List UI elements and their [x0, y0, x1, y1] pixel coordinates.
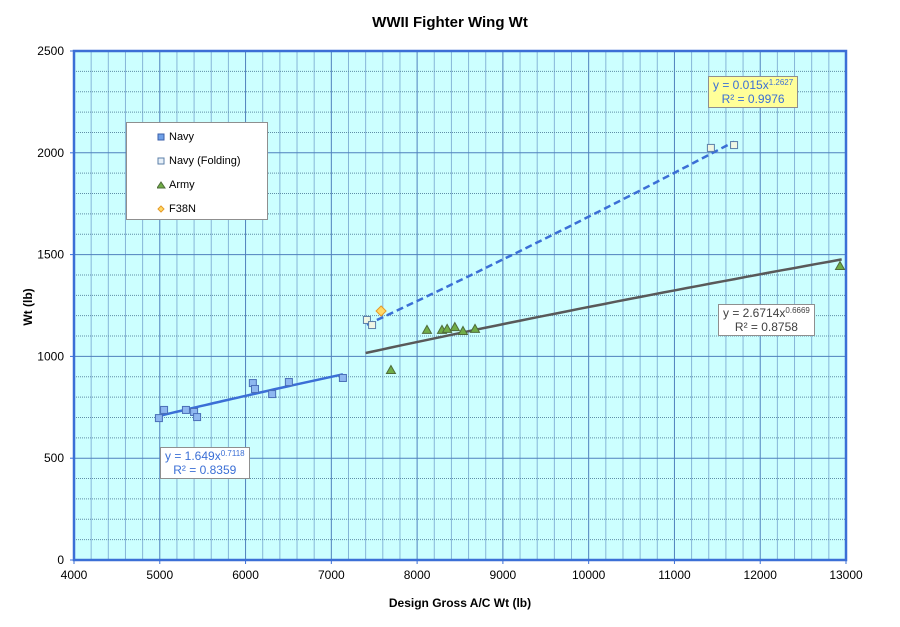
navy-folding-equation-box: y = 0.015x1.2627 R² = 0.9976 — [708, 76, 799, 108]
svg-text:4000: 4000 — [61, 568, 88, 582]
r-squared-text: R² = 0.8758 — [734, 320, 798, 334]
svg-text:6000: 6000 — [232, 568, 259, 582]
square-filled-icon — [157, 133, 166, 142]
axes: 4000 5000 6000 7000 8000 9000 10000 11000 12000 1… — [37, 44, 863, 582]
navy-equation-box: y = 1.649x0.7118 R² = 0.8359 — [160, 447, 250, 479]
equation-exponent: 0.6669 — [785, 306, 810, 315]
legend-item-navy-folding: Navy (Folding) — [157, 155, 241, 167]
svg-text:1000: 1000 — [37, 349, 64, 363]
svg-text:9000: 9000 — [490, 568, 517, 582]
svg-text:1500: 1500 — [37, 248, 64, 262]
legend-item-f38n: F38N — [157, 203, 196, 215]
svg-text:11000: 11000 — [658, 568, 691, 582]
svg-text:5000: 5000 — [146, 568, 173, 582]
chart-title: WWII Fighter Wing Wt — [372, 14, 528, 31]
equation-text: y = 2.6714x — [723, 306, 786, 320]
legend-label: Navy (Folding) — [169, 155, 241, 167]
legend-item-army: Army — [156, 179, 195, 191]
equation-text: y = 0.015x — [713, 78, 769, 92]
equation-exponent: 0.7118 — [220, 449, 245, 458]
svg-text:13000: 13000 — [829, 568, 863, 582]
svg-text:12000: 12000 — [744, 568, 778, 582]
x-axis-label: Design Gross A/C Wt (lb) — [388, 596, 532, 610]
triangle-icon — [156, 180, 166, 190]
r-squared-text: R² = 0.9976 — [721, 92, 785, 106]
equation-exponent: 1.2627 — [768, 78, 794, 87]
svg-text:10000: 10000 — [572, 568, 606, 582]
svg-text:2000: 2000 — [37, 146, 64, 160]
diamond-icon — [157, 204, 166, 214]
svg-text:7000: 7000 — [318, 568, 345, 582]
svg-text:500: 500 — [44, 451, 64, 465]
svg-text:2500: 2500 — [37, 44, 64, 58]
legend-label: Army — [169, 179, 195, 191]
legend-label: Navy — [169, 131, 195, 143]
y-axis-label: Wt (lb) — [21, 288, 35, 326]
legend: Navy Navy (Folding) Army F38N — [126, 122, 268, 220]
svg-text:8000: 8000 — [404, 568, 431, 582]
r-squared-text: R² = 0.8359 — [173, 463, 237, 477]
data-points — [154, 141, 846, 423]
army-equation-box: y = 2.6714x0.6669 R² = 0.8758 — [718, 304, 815, 336]
equation-text: y = 1.649x — [165, 449, 221, 463]
legend-label: F38N — [169, 203, 196, 215]
square-open-icon — [157, 157, 166, 166]
legend-item-navy: Navy — [157, 131, 194, 143]
svg-text:0: 0 — [57, 553, 64, 567]
